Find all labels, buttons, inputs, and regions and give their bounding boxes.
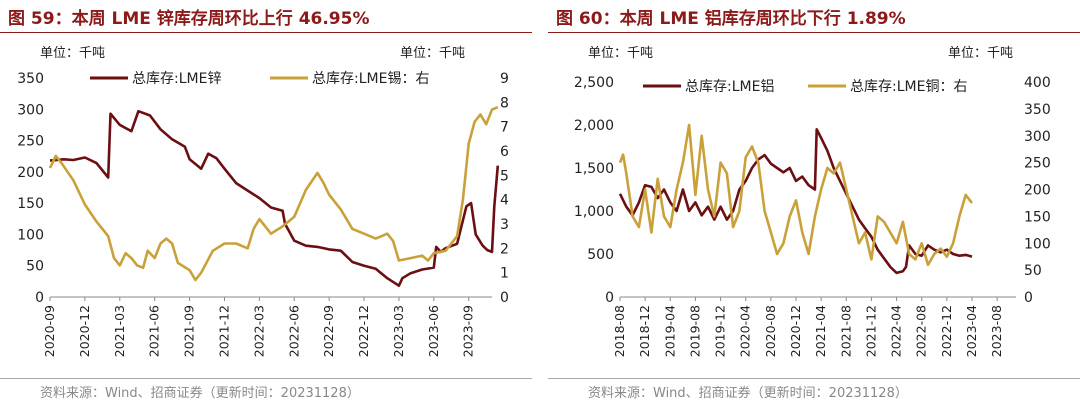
source-note: 资料来源：Wind、招商证券（更新时间：20231128） [588,386,908,401]
right-axis-unit: 单位：千吨 [400,46,466,61]
y-left-tick-label: 150 [17,196,44,212]
right-axis-unit: 单位：千吨 [948,46,1014,61]
y-left-tick-label: 2,000 [574,118,614,134]
source-note: 资料来源：Wind、招商证券（更新时间：20231128） [40,386,360,401]
y-left-tick-label: 300 [17,102,44,118]
x-tick-label: 2021-09 [182,305,197,357]
x-tick-label: 2022-04 [889,305,904,357]
y-right-tick-label: 3 [500,217,509,233]
title-divider [548,32,1080,33]
y-left-tick-label: 2,500 [574,75,614,91]
x-tick-label: 2020-04 [738,305,753,357]
y-right-tick-label: 1 [500,266,509,282]
y-left-tick-label: 0 [605,290,614,306]
y-right-tick-label: 8 [500,95,509,111]
x-tick-label: 2020-12 [77,305,92,357]
x-tick-label: 2021-06 [147,305,162,357]
y-left-tick-label: 1,500 [574,161,614,177]
x-tick-label: 2018-12 [637,305,652,357]
y-right-tick-label: 250 [1024,156,1051,172]
legend-label: 总库存:LME锡：右 [312,71,429,87]
source-divider [548,378,1080,379]
title-divider [0,32,532,33]
left-axis-unit: 单位：千吨 [588,46,654,61]
y-left-tick-label: 350 [17,71,44,87]
legend-label: 总库存:LME铜：右 [850,79,967,95]
y-right-tick-label: 300 [1024,129,1051,145]
x-tick-label: 2022-12 [356,305,371,357]
x-tick-label: 2018-08 [612,305,627,357]
y-right-tick-label: 100 [1024,236,1051,252]
zinc-tin-line-chart: 0 50 100 150 200 250 300 350 0 1 2 3 4 5 6 7 8 9 2020-09 20… [17,71,509,357]
x-tick-label: 2020-08 [763,305,778,357]
y-left-tick-label: 100 [17,227,44,243]
x-tick-label: 2022-06 [286,305,301,357]
x-tick-label: 2022-09 [321,305,336,357]
y-right-tick-label: 6 [500,144,509,160]
y-left-tick-label: 500 [587,247,614,263]
x-tick-label: 2022-03 [251,305,266,357]
x-tick-label: 2022-08 [914,305,929,357]
y-right-tick-label: 200 [1024,183,1051,199]
y-right-tick-label: 9 [500,71,509,87]
aluminium-copper-line-chart: 0 500 1,000 1,500 2,000 2,500 0 50 100 150 200 250 3… [574,75,1051,357]
y-right-tick-label: 50 [1024,263,1042,279]
y-right-tick-label: 4 [500,193,509,209]
legend-label: 总库存:LME铝 [685,79,774,95]
y-right-tick-label: 5 [500,168,509,184]
y-right-tick-label: 2 [500,241,509,257]
x-tick-label: 2023-09 [461,305,476,357]
y-right-tick-label: 0 [1024,290,1033,306]
y-right-tick-label: 0 [500,290,509,306]
y-left-tick-label: 250 [17,134,44,150]
chart-title: 图 59：本周 LME 锌库存周环比上行 46.95% [8,9,370,29]
x-tick-label: 2021-12 [216,305,231,357]
y-right-tick-label: 150 [1024,209,1051,225]
x-tick-label: 2020-09 [42,305,57,357]
series-line-secondary [48,105,499,282]
zinc-chart-panel: 图 59：本周 LME 锌库存周环比上行 46.95% 单位：千吨 单位：千吨 … [0,0,532,404]
x-tick-label: 2023-03 [391,305,406,357]
x-tick-label: 2021-03 [112,305,127,357]
y-left-tick-label: 1,000 [574,204,614,220]
x-tick-label: 2023-08 [989,305,1004,357]
x-tick-label: 2023-04 [964,305,979,357]
left-axis-unit: 单位：千吨 [40,46,106,61]
x-tick-label: 2020-12 [788,305,803,357]
series-line-secondary [618,123,974,267]
y-right-tick-label: 7 [500,120,509,136]
x-tick-label: 2019-04 [662,305,677,357]
y-left-tick-label: 0 [35,290,44,306]
source-divider [0,378,532,379]
y-left-tick-label: 50 [26,259,44,275]
series-line-primary [49,109,500,287]
y-right-tick-label: 350 [1024,102,1051,118]
x-tick-label: 2021-12 [863,305,878,357]
y-left-tick-label: 200 [17,165,44,181]
aluminium-chart-panel: 图 60：本周 LME 铝库存周环比下行 1.89% 单位：千吨 单位：千吨 0… [548,0,1080,404]
y-right-tick-label: 400 [1024,75,1051,91]
x-tick-label: 2021-04 [813,305,828,357]
legend-label: 总库存:LME锌 [132,71,221,87]
x-tick-label: 2021-08 [838,305,853,357]
series-line-primary [618,128,973,275]
x-tick-label: 2019-12 [713,305,728,357]
x-tick-label: 2022-12 [939,305,954,357]
x-tick-label: 2023-06 [426,305,441,357]
x-tick-label: 2019-08 [687,305,702,357]
chart-title: 图 60：本周 LME 铝库存周环比下行 1.89% [556,9,906,29]
